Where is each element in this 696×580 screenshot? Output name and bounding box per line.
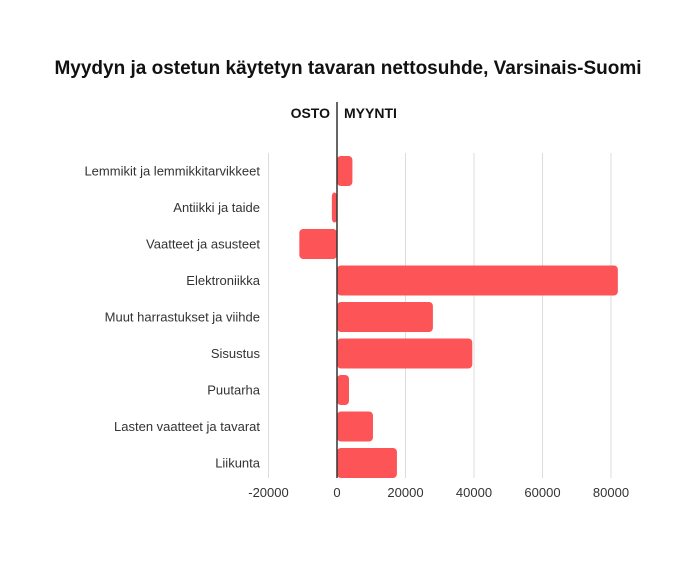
category-label: Vaatteet ja asusteet: [146, 237, 260, 252]
x-tick-label: 80000: [593, 485, 629, 500]
x-tick-label: 60000: [524, 485, 560, 500]
x-tick-label: 40000: [456, 485, 492, 500]
bar: [299, 229, 337, 259]
category-label: Liikunta: [215, 456, 261, 471]
chart-title: Myydyn ja ostetun käytetyn tavaran netto…: [54, 58, 642, 79]
myynti-label: MYYNTI: [344, 105, 397, 121]
bar: [337, 411, 373, 442]
category-label: Lemmikit ja lemmikkitarvikkeet: [84, 164, 260, 179]
bar: [337, 448, 397, 478]
category-label: Muut harrastukset ja viihde: [105, 310, 260, 325]
category-label: Antiikki ja taide: [173, 200, 260, 215]
bar: [337, 156, 353, 186]
bar: [331, 192, 337, 223]
x-tick-label: 0: [333, 485, 340, 500]
bar: [337, 302, 433, 332]
category-label: Sisustus: [211, 346, 261, 361]
bar: [337, 265, 618, 296]
bar: [337, 338, 473, 369]
x-tick-label: -20000: [248, 485, 288, 500]
bar: [337, 375, 349, 405]
category-label: Lasten vaatteet ja tavarat: [114, 419, 260, 434]
category-label: Puutarha: [207, 383, 261, 398]
osto-label: OSTO: [291, 105, 331, 121]
category-label: Elektroniikka: [186, 273, 260, 288]
x-tick-label: 20000: [387, 485, 423, 500]
